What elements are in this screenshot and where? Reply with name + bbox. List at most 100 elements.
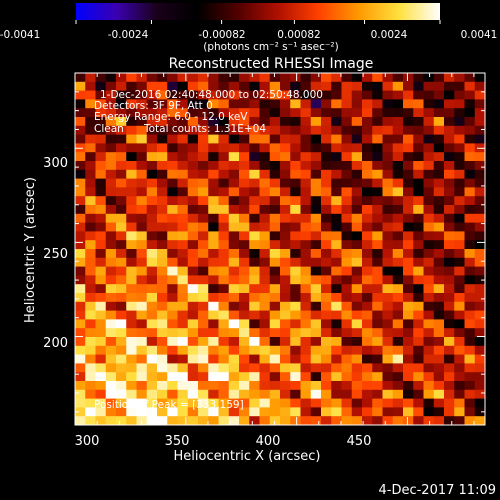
heatmap-cell bbox=[75, 187, 86, 197]
heatmap-cell bbox=[146, 257, 158, 267]
heatmap-cell bbox=[269, 389, 281, 399]
heatmap-cell bbox=[331, 240, 342, 250]
heatmap-cell bbox=[413, 372, 424, 382]
heatmap-cell bbox=[403, 196, 414, 206]
heatmap-cell bbox=[167, 187, 178, 197]
heatmap-cell bbox=[208, 117, 219, 127]
heatmap-cell bbox=[423, 372, 435, 382]
heatmap-cell bbox=[105, 196, 117, 206]
heatmap-cell bbox=[239, 205, 250, 215]
heatmap-cell bbox=[249, 125, 260, 135]
heatmap-cell bbox=[177, 205, 189, 215]
heatmap-cell bbox=[218, 196, 230, 206]
heatmap-cell bbox=[259, 301, 271, 311]
heatmap-cell bbox=[362, 389, 373, 399]
heatmap-cell bbox=[310, 143, 322, 153]
heatmap-cell bbox=[464, 381, 476, 391]
heatmap-cell bbox=[454, 231, 465, 241]
heatmap-cell bbox=[351, 389, 363, 399]
heatmap-cell bbox=[146, 81, 158, 91]
heatmap-cell bbox=[341, 108, 353, 118]
heatmap-cell bbox=[177, 275, 189, 285]
heatmap-cell bbox=[126, 81, 137, 91]
heatmap-cell bbox=[146, 249, 158, 259]
heatmap-cell bbox=[249, 169, 260, 179]
heatmap-cell bbox=[259, 319, 271, 329]
heatmap-cell bbox=[146, 213, 158, 223]
heatmap-cell bbox=[269, 249, 281, 259]
heatmap-cell bbox=[157, 81, 168, 91]
heatmap-cell bbox=[116, 354, 127, 364]
heatmap-cell bbox=[280, 143, 291, 153]
heatmap-cell bbox=[474, 257, 485, 267]
heatmap-cell bbox=[403, 134, 414, 144]
heatmap-cell bbox=[198, 389, 209, 399]
heatmap-cell bbox=[382, 143, 394, 153]
heatmap-cell bbox=[474, 337, 485, 347]
heatmap-cell bbox=[116, 257, 127, 267]
heatmap-cell bbox=[259, 161, 271, 171]
heatmap-cell bbox=[300, 275, 312, 285]
heatmap-cell bbox=[382, 266, 394, 276]
heatmap-cell bbox=[239, 310, 250, 320]
heatmap-cell bbox=[351, 310, 363, 320]
heatmap-cell bbox=[372, 73, 383, 83]
heatmap-cell bbox=[454, 372, 465, 382]
heatmap-cell bbox=[249, 293, 260, 303]
heatmap-cell bbox=[403, 125, 414, 135]
heatmap-cell bbox=[321, 169, 332, 179]
heatmap-cell bbox=[351, 354, 363, 364]
heatmap-cell bbox=[75, 363, 86, 373]
heatmap-image bbox=[75, 73, 485, 425]
heatmap-cell bbox=[280, 363, 291, 373]
heatmap-cell bbox=[85, 293, 96, 303]
heatmap-cell bbox=[75, 196, 86, 206]
heatmap-cell bbox=[423, 319, 435, 329]
colorbar-tick-label: 0.00082 bbox=[277, 29, 320, 41]
heatmap-cell bbox=[249, 301, 260, 311]
heatmap-cell bbox=[218, 416, 230, 425]
heatmap-cell bbox=[208, 398, 219, 408]
heatmap-cell bbox=[454, 161, 465, 171]
heatmap-cell bbox=[454, 205, 465, 215]
heatmap-cell bbox=[362, 125, 373, 135]
heatmap-cell bbox=[403, 301, 414, 311]
heatmap-cell bbox=[136, 389, 148, 399]
heatmap-cell bbox=[228, 213, 240, 223]
heatmap-cell bbox=[239, 73, 250, 83]
heatmap-cell bbox=[228, 398, 240, 408]
heatmap-cell bbox=[269, 354, 281, 364]
heatmap-cell bbox=[392, 117, 404, 127]
heatmap-cell bbox=[136, 284, 148, 294]
heatmap-cell bbox=[228, 178, 240, 188]
heatmap-cell bbox=[310, 363, 322, 373]
heatmap-cell bbox=[136, 310, 148, 320]
heatmap-cell bbox=[300, 319, 312, 329]
heatmap-cell bbox=[95, 213, 107, 223]
heatmap-cell bbox=[433, 363, 445, 373]
heatmap-cell bbox=[269, 310, 281, 320]
heatmap-cell bbox=[300, 125, 312, 135]
heatmap-cell bbox=[105, 328, 117, 338]
heatmap-cell bbox=[85, 389, 96, 399]
heatmap-cell bbox=[331, 161, 342, 171]
heatmap-cell bbox=[362, 196, 373, 206]
heatmap-cell bbox=[474, 196, 485, 206]
heatmap-cell bbox=[116, 372, 127, 382]
heatmap-cell bbox=[413, 354, 424, 364]
heatmap-cell bbox=[85, 73, 96, 83]
heatmap-cell bbox=[157, 293, 168, 303]
heatmap-cell bbox=[310, 187, 322, 197]
heatmap-cell bbox=[136, 196, 148, 206]
heatmap-cell bbox=[269, 117, 281, 127]
heatmap-cell bbox=[177, 213, 189, 223]
heatmap-cell bbox=[464, 240, 476, 250]
heatmap-cell bbox=[413, 301, 424, 311]
heatmap-cell bbox=[249, 205, 260, 215]
heatmap-cell bbox=[341, 319, 353, 329]
heatmap-cell bbox=[95, 81, 107, 91]
heatmap-cell bbox=[208, 125, 219, 135]
heatmap-cell bbox=[454, 293, 465, 303]
heatmap-cell bbox=[392, 99, 404, 109]
heatmap-cell bbox=[198, 81, 209, 91]
